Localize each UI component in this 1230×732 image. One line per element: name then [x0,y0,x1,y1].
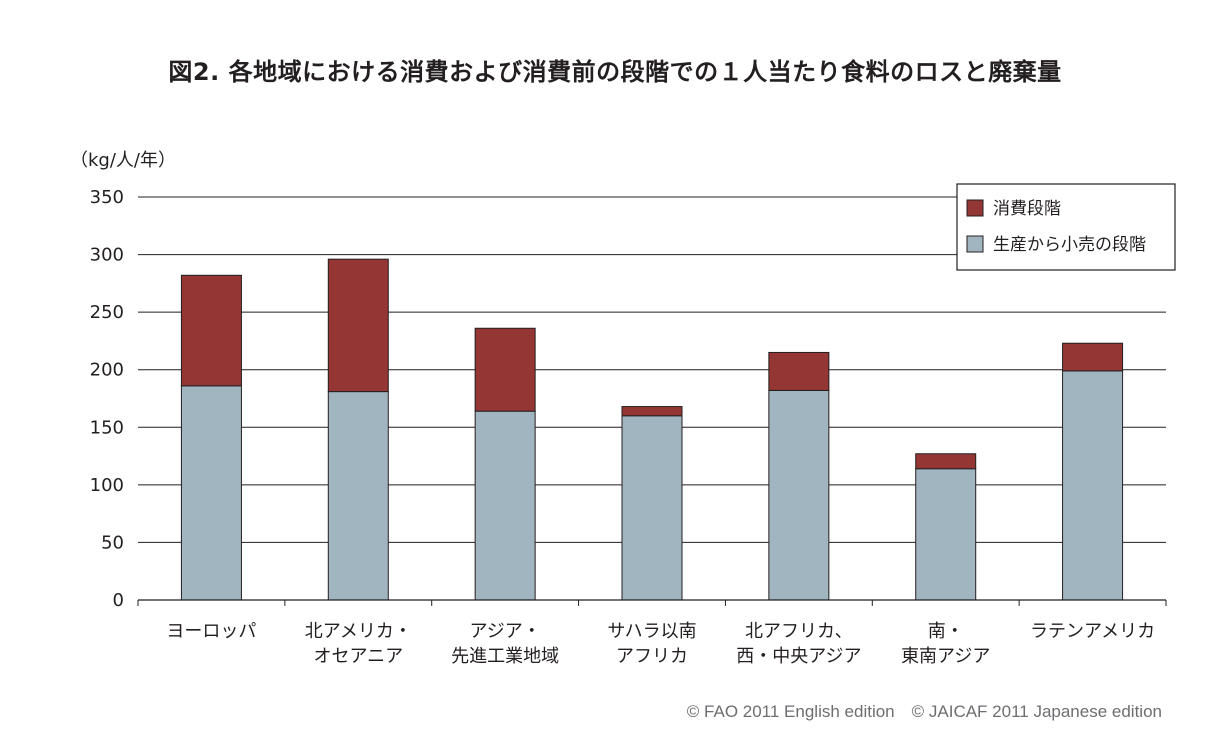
category-label: 先進工業地域 [451,646,559,667]
legend-swatch [966,235,984,253]
legend-label: 生産から小売の段階 [993,235,1146,255]
chart-title: 図2. 各地域における消費および消費前の段階での１人当たり食料のロスと廃棄量 [168,58,1062,86]
y-tick-label: 50 [101,532,124,553]
bar-segment [621,406,683,417]
y-axis-ticks: 0 50 100 150 200 250 300 350 [90,187,124,611]
bar-segment [180,274,242,387]
category-label: 北アメリカ・ [305,621,412,642]
y-tick-label: 150 [90,417,124,438]
legend-label: 消費段階 [993,199,1061,219]
category-label: オセアニア [313,646,403,667]
category-label: 南・ [928,621,964,642]
legend-swatch [966,199,984,217]
bar-segment [768,389,830,601]
legend-box [956,183,1176,271]
bar-segment [915,468,977,601]
y-tick-label: 100 [90,475,124,496]
category-label: 北アフリカ、 [745,621,853,642]
bar-segment [180,385,242,601]
category-label: アジア・ [470,621,541,642]
category-label: ラテンアメリカ [1030,621,1155,642]
category-label: サハラ以南 [607,621,696,642]
bars [180,258,1124,601]
bar-segment [327,258,389,393]
copyright-credit: © FAO 2011 English edition © JAICAF 2011… [686,702,1162,721]
y-tick-label: 0 [113,590,124,611]
category-label: 西・中央アジア [736,646,861,667]
bar-segment [621,415,683,601]
category-label: ヨーロッパ [166,621,256,642]
category-label: 東南アジア [901,646,990,667]
category-label: アフリカ [616,646,688,667]
bar-segment [327,391,389,601]
y-tick-label: 300 [90,245,124,266]
bar-segment [1062,370,1124,601]
bar-segment [474,327,536,412]
bar-segment [915,453,977,470]
bar-segment [768,351,830,391]
bar-segment [1062,342,1124,372]
y-axis-unit-label: （kg/人/年） [70,150,176,171]
y-tick-label: 250 [90,302,124,323]
y-tick-label: 350 [90,187,124,208]
bar-segment [474,410,536,601]
y-tick-label: 200 [90,360,124,381]
x-axis [137,599,1167,606]
